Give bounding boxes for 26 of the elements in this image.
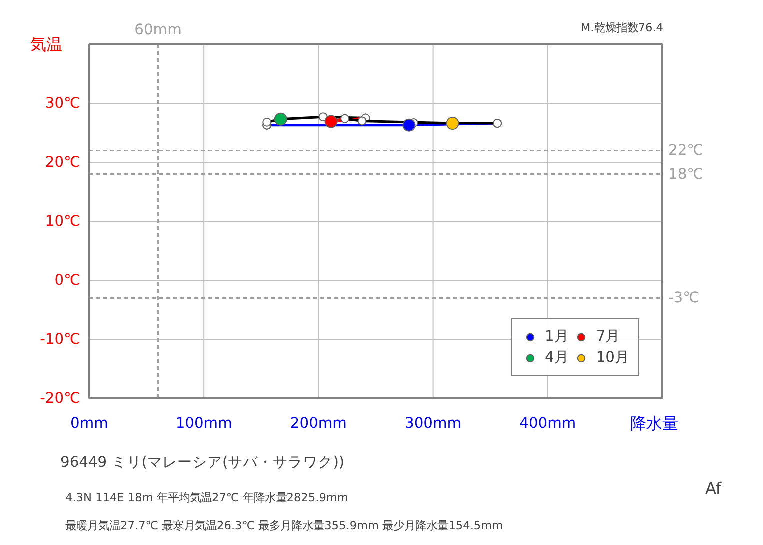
y-tick-label: 0℃	[54, 272, 81, 289]
text: M.乾燥指数76.4	[580, 20, 664, 34]
legend-label: 4月	[545, 348, 570, 367]
ref-line-label: 60mm	[134, 22, 182, 38]
y-tick-label: -20℃	[40, 390, 81, 407]
text: 4.3N 114E 18m 年平均気温27℃ 年降水量2825.9mm	[66, 490, 348, 504]
x-tick-label: 200mm	[290, 415, 347, 432]
y-tick-label: -10℃	[40, 331, 81, 348]
text: 最暖月気温27.7℃ 最寒月気温26.3℃ 最多月降水量355.9mm 最少月降水量154.5mm	[66, 518, 504, 532]
x-tick-label: 300mm	[405, 415, 462, 432]
legend-label: 10月	[596, 348, 630, 367]
x-tick-label: 0mm	[70, 415, 108, 432]
legend-label: 1月	[545, 327, 570, 346]
y-tick-label: 10℃	[45, 213, 80, 230]
ref-line-label: 22℃	[668, 142, 704, 160]
x-tick-label: 400mm	[520, 415, 576, 432]
x-axis-title: 降水量	[630, 414, 678, 433]
y-axis-title: 気温	[30, 35, 62, 54]
text: 96449 ミリ(マレーシア(サバ・サラワク))	[60, 454, 345, 471]
ref-line-label: 18℃	[668, 166, 704, 183]
y-tick-label: 20℃	[45, 154, 80, 171]
x-tick-label: 100mm	[176, 415, 232, 432]
y-tick-label: 30℃	[45, 95, 80, 112]
text: Af	[706, 479, 722, 498]
legend-label: 7月	[596, 327, 621, 346]
ref-line-label: -3℃	[668, 290, 700, 307]
